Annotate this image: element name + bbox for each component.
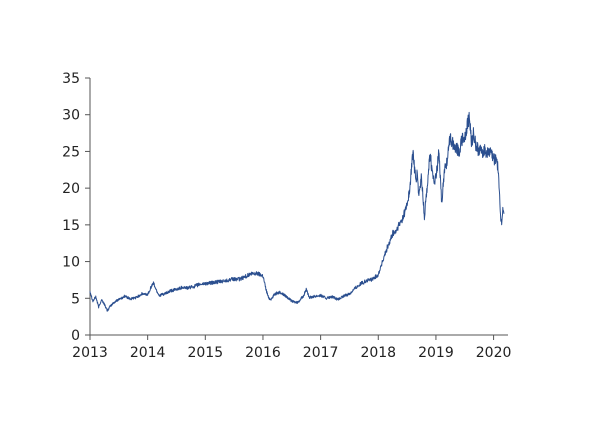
y-tick-label: 35 [62, 71, 80, 87]
y-tick-label: 0 [71, 328, 80, 344]
x-tick-label: 2015 [187, 345, 223, 361]
x-tick-label: 2014 [130, 345, 166, 361]
series-layer [89, 111, 505, 312]
x-tick-label: 2018 [360, 345, 396, 361]
axes-layer: 0 5 10 15 20 25 30 35 2013 2014 2015 2016 2017 2018 20… [62, 71, 511, 361]
y-tick-label: 15 [62, 218, 80, 234]
x-tick-label: 2016 [245, 345, 281, 361]
y-tick-label: 10 [62, 255, 80, 271]
x-tick-label: 2013 [72, 345, 108, 361]
y-tick-label: 25 [62, 144, 80, 160]
y-tick-label: 20 [62, 181, 80, 197]
y-tick-label: 30 [62, 108, 80, 124]
x-tick-label: 2020 [476, 345, 512, 361]
y-tick-label: 5 [71, 291, 80, 307]
series-line [89, 111, 505, 312]
x-tick-label: 2017 [303, 345, 339, 361]
x-tick-label: 2019 [418, 345, 454, 361]
